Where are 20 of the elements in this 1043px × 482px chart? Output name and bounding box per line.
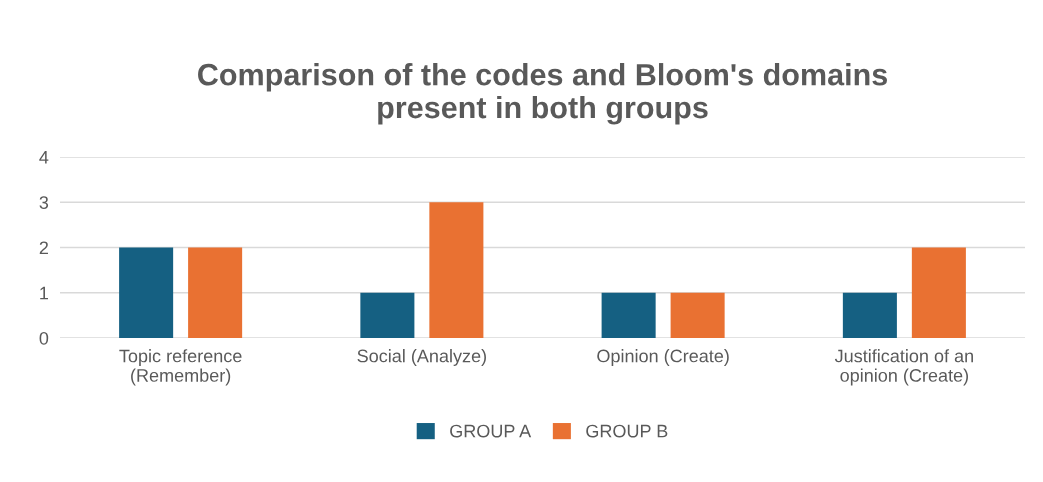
legend-label: GROUP A [450, 424, 532, 438]
bar [188, 247, 243, 338]
bar [670, 292, 725, 338]
y-tick-label: 1 [40, 286, 49, 300]
bar [842, 292, 897, 338]
x-tick-label: Topic reference (Remember) [119, 349, 242, 386]
bar [601, 292, 656, 338]
x-tick-label: Social (Analyze) [357, 349, 486, 366]
bar [429, 202, 484, 338]
bar [119, 247, 174, 338]
chart-title: Comparison of the codes and Bloom's domains present in both groups [198, 63, 887, 125]
bar [911, 247, 966, 338]
y-tick-label: 2 [39, 241, 48, 255]
legend-label: GROUP B [586, 424, 668, 438]
y-tick-label: 0 [39, 331, 49, 345]
y-tick-label: 3 [39, 196, 49, 209]
x-tick-label: Justification of an opinion (Create) [834, 349, 973, 386]
y-tick-label: 4 [39, 151, 49, 164]
x-tick-label: Opinion (Create) [597, 349, 729, 366]
bar [360, 292, 415, 338]
